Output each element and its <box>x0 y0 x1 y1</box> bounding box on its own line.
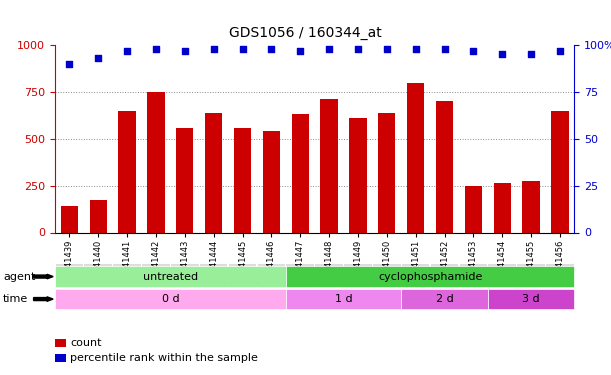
Bar <box>147 92 164 232</box>
Bar <box>60 206 78 232</box>
Point <box>93 55 103 61</box>
Point <box>151 46 161 52</box>
Point <box>353 46 363 52</box>
Text: percentile rank within the sample: percentile rank within the sample <box>70 353 258 363</box>
Bar <box>436 101 453 232</box>
Point <box>469 48 478 54</box>
Bar <box>465 186 482 232</box>
Point <box>497 51 507 57</box>
Point <box>382 46 392 52</box>
Bar <box>320 99 338 232</box>
Bar <box>494 183 511 232</box>
Text: untreated: untreated <box>143 272 198 282</box>
Text: count: count <box>70 338 102 348</box>
Bar <box>349 118 367 232</box>
Text: agent: agent <box>3 272 35 282</box>
Bar <box>263 131 280 232</box>
Bar <box>551 111 569 232</box>
Bar <box>234 128 251 232</box>
Point <box>439 46 449 52</box>
Bar <box>90 200 107 232</box>
Point <box>295 48 305 54</box>
Point <box>555 48 565 54</box>
Point <box>411 46 420 52</box>
Bar <box>522 181 540 232</box>
Point <box>180 48 189 54</box>
Point <box>266 46 276 52</box>
Point <box>65 61 75 67</box>
Text: cyclophosphamide: cyclophosphamide <box>378 272 482 282</box>
Bar <box>176 128 194 232</box>
Bar <box>205 112 222 232</box>
Bar <box>407 82 424 232</box>
Text: 1 d: 1 d <box>335 294 353 304</box>
Text: time: time <box>3 294 28 304</box>
Bar <box>378 112 395 232</box>
Point <box>209 46 219 52</box>
Text: 2 d: 2 d <box>436 294 453 304</box>
Text: 0 d: 0 d <box>161 294 179 304</box>
Point <box>122 48 132 54</box>
Point <box>324 46 334 52</box>
Point <box>238 46 247 52</box>
Text: GDS1056 / 160344_at: GDS1056 / 160344_at <box>229 26 382 40</box>
Text: 3 d: 3 d <box>522 294 540 304</box>
Bar <box>119 111 136 232</box>
Bar <box>291 114 309 232</box>
Point <box>526 51 536 57</box>
